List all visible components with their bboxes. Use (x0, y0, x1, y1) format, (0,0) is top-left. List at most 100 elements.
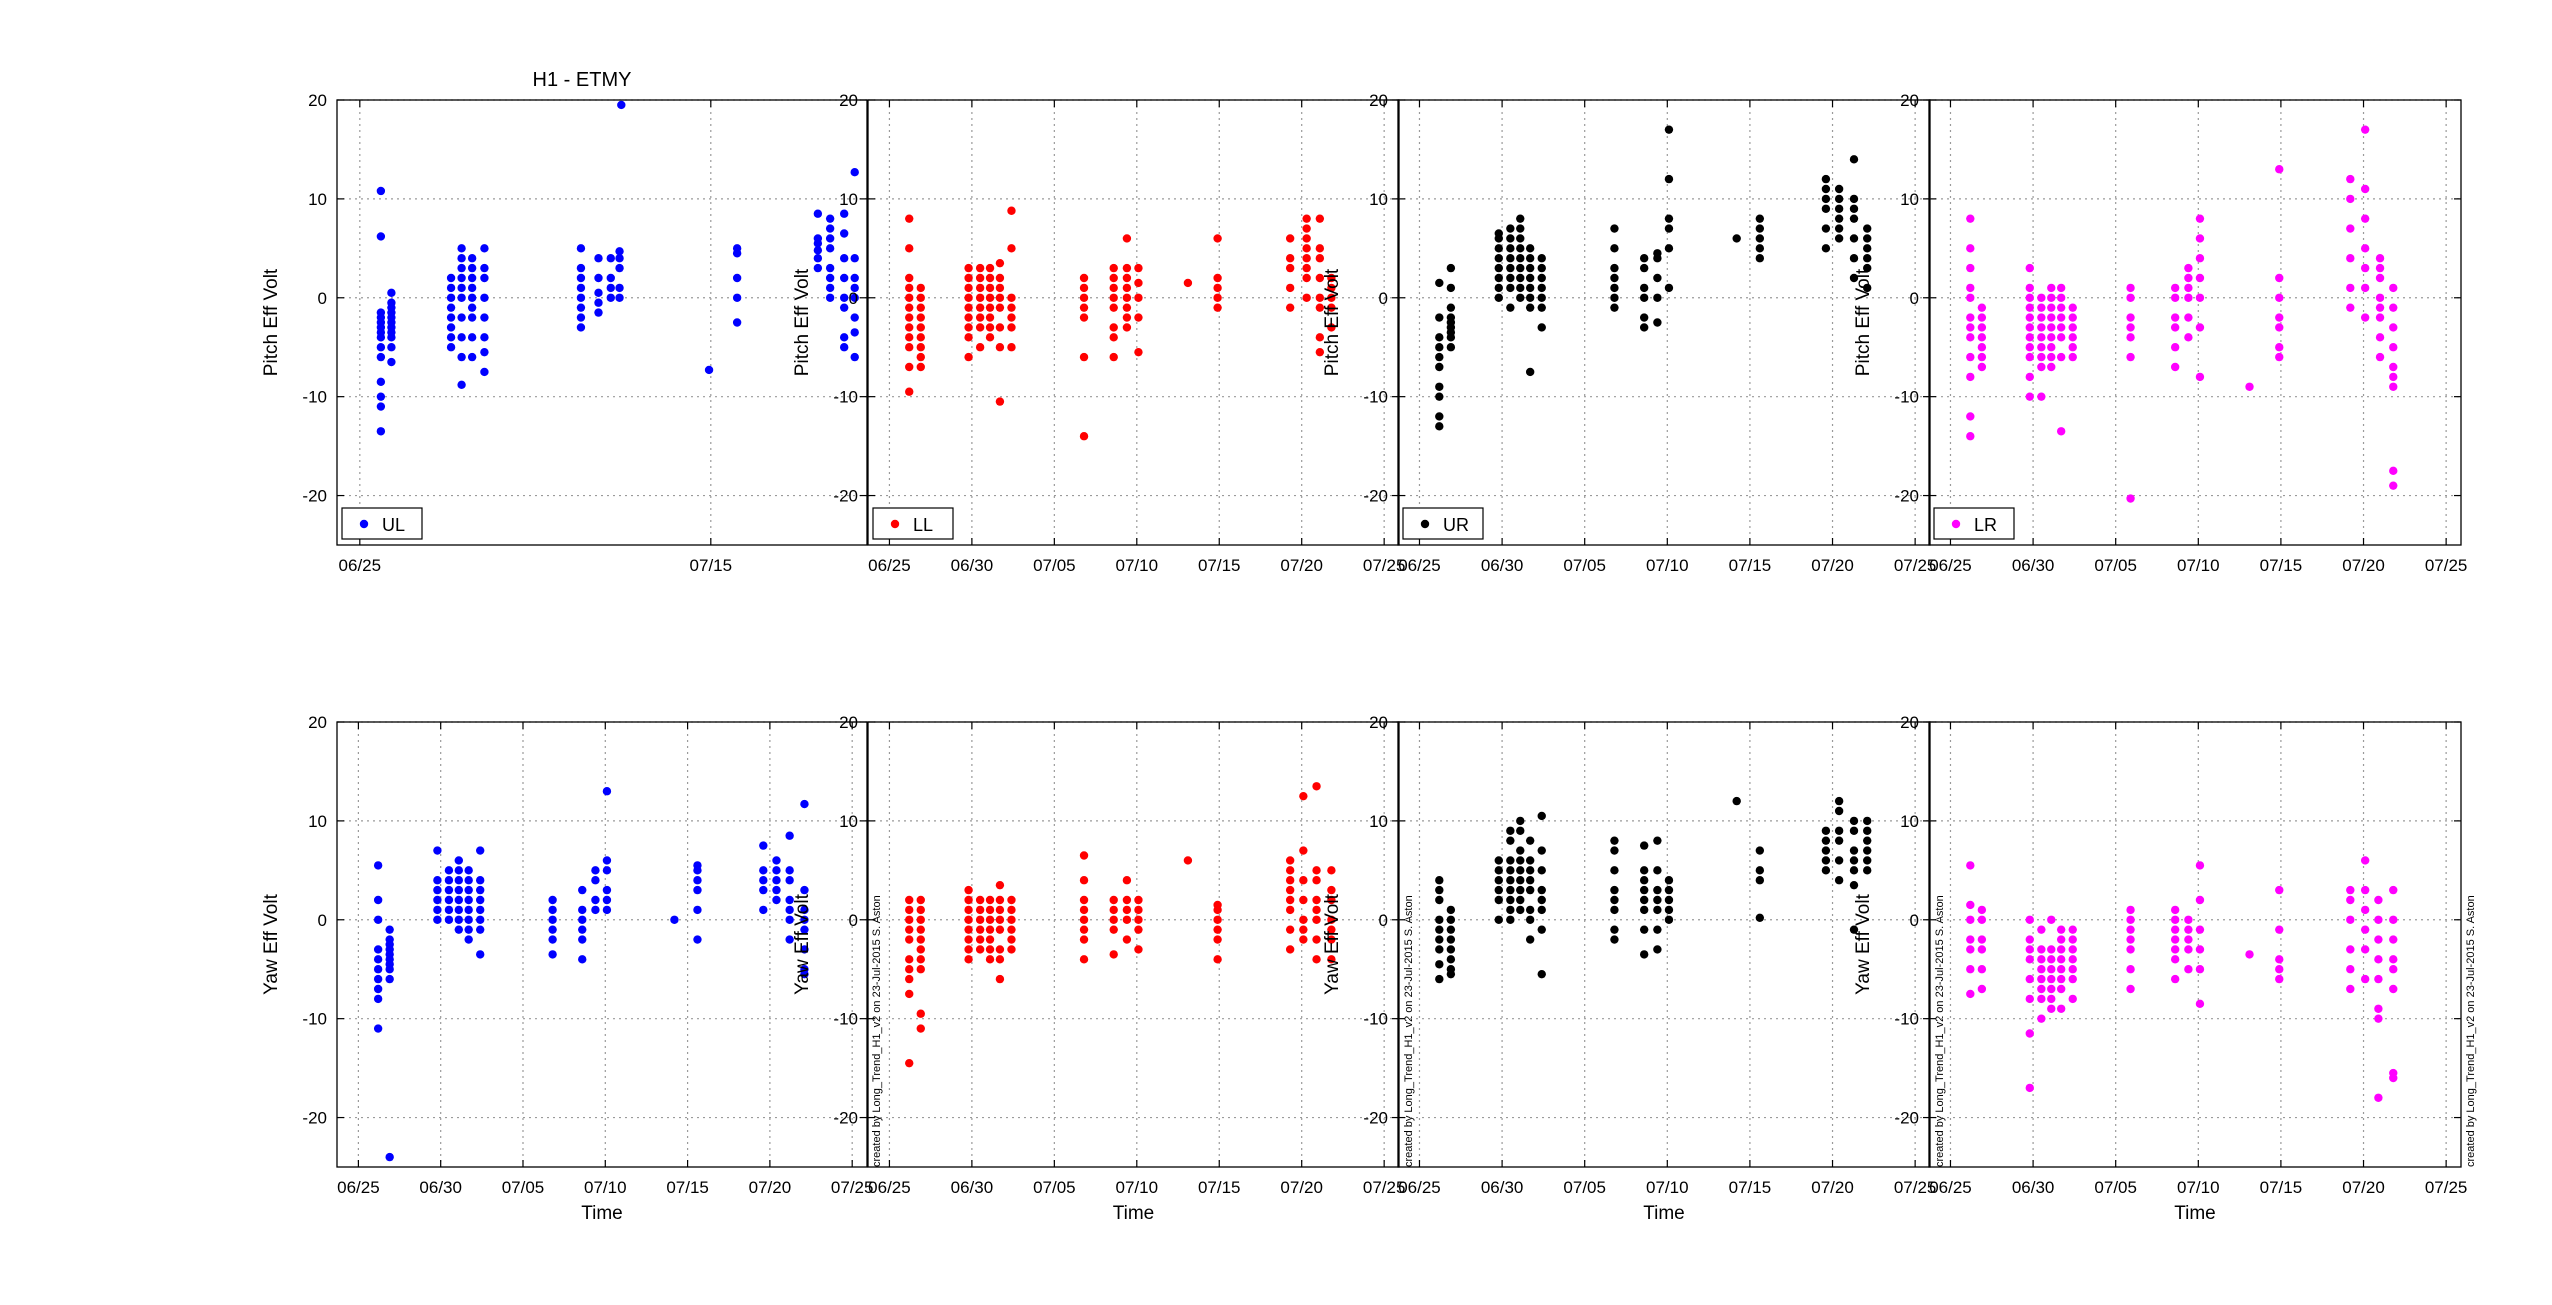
data-point (2037, 303, 2046, 312)
data-point (916, 935, 925, 944)
x-tick-label: 07/20 (1280, 556, 1323, 575)
data-point (1494, 283, 1503, 293)
x-tick-label: 06/25 (339, 556, 382, 575)
data-point (1285, 303, 1295, 312)
x-tick-label: 07/10 (1646, 1178, 1689, 1197)
data-point (1537, 969, 1546, 979)
legend-marker (1951, 519, 1961, 529)
data-point (464, 905, 473, 915)
x-tick-label: 07/25 (1894, 1178, 1937, 1197)
data-point (1122, 273, 1132, 283)
data-point (1834, 796, 1844, 806)
data-point (602, 885, 612, 895)
data-point (2389, 481, 2398, 490)
data-point (1610, 224, 1619, 233)
data-point (1834, 214, 1844, 223)
chart-panel-yaw-ll: 06/25 06/30 07/05 07/10 07/15 07/20 07/25 -20 -1… (792, 713, 1415, 1224)
data-point (1755, 244, 1765, 253)
data-point (839, 293, 849, 302)
data-point (1213, 283, 1222, 293)
data-point (1122, 263, 1132, 273)
data-point (480, 293, 489, 302)
data-point (1079, 915, 1089, 924)
data-point (985, 935, 995, 944)
y-axis-label: Yaw Eff Volt (792, 893, 813, 994)
data-point (1639, 323, 1649, 332)
data-point (606, 283, 615, 293)
data-point (916, 965, 925, 974)
data-point (2047, 283, 2056, 293)
data-point (1079, 905, 1089, 915)
data-point (385, 935, 394, 944)
x-tick-label: 07/05 (1033, 1178, 1076, 1197)
data-point (1664, 283, 1674, 293)
data-point (995, 905, 1005, 915)
data-point (1966, 861, 1975, 870)
data-point (2037, 362, 2046, 372)
y-tick-label: -10 (833, 388, 858, 407)
data-point (1977, 984, 1987, 994)
data-point (759, 905, 768, 915)
data-point (376, 343, 386, 352)
data-point (759, 866, 768, 875)
data-point (839, 333, 849, 342)
legend-label: UR (1443, 515, 1469, 535)
data-point (433, 876, 442, 885)
data-point (2126, 935, 2135, 944)
data-point (1299, 895, 1308, 905)
data-point (1007, 905, 1016, 915)
data-point (1435, 945, 1444, 954)
data-point (785, 831, 794, 840)
data-point (1109, 263, 1118, 273)
data-point (905, 333, 914, 342)
data-point (1494, 856, 1503, 865)
data-point (457, 254, 466, 263)
y-tick-label: -10 (833, 1010, 858, 1029)
data-point (1537, 283, 1546, 293)
data-point (2056, 352, 2066, 362)
y-axis-label: Pitch Eff Volt (1322, 268, 1343, 376)
data-point (1183, 856, 1193, 865)
data-point (1966, 412, 1975, 421)
data-point (1007, 925, 1016, 934)
data-point (1312, 895, 1321, 905)
data-point (975, 313, 985, 322)
data-point (772, 876, 781, 885)
data-point (1007, 206, 1016, 215)
data-point (905, 244, 914, 253)
x-tick-label: 06/25 (868, 1178, 911, 1197)
data-point (1122, 234, 1132, 243)
data-point (813, 209, 823, 218)
x-tick-label: 06/25 (1929, 1178, 1972, 1197)
data-point (576, 283, 586, 293)
x-tick-label: 07/15 (666, 1178, 709, 1197)
data-point (2375, 313, 2385, 322)
data-point (594, 254, 603, 263)
x-tick-label: 07/15 (1198, 556, 1241, 575)
data-point (1446, 303, 1456, 312)
data-point (1109, 905, 1118, 915)
data-point (2170, 925, 2180, 934)
axes-box (1928, 721, 2462, 1168)
data-point (594, 298, 603, 307)
x-tick-label: 06/25 (1398, 1178, 1441, 1197)
data-point (1849, 846, 1859, 855)
data-point (1639, 263, 1649, 273)
data-point (467, 263, 477, 273)
data-point (1966, 945, 1975, 954)
data-point (995, 343, 1005, 352)
data-point (759, 841, 768, 850)
x-tick-label: 07/15 (2260, 556, 2303, 575)
data-point (1109, 283, 1118, 293)
data-point (1435, 343, 1444, 352)
data-point (785, 935, 794, 944)
data-point (2360, 885, 2370, 895)
data-point (2170, 915, 2180, 924)
data-point (2126, 293, 2135, 302)
data-point (1494, 885, 1503, 895)
data-point (1610, 866, 1619, 875)
data-point (2184, 935, 2193, 944)
data-point (1525, 263, 1535, 273)
data-point (1506, 905, 1515, 915)
x-tick-label: 07/10 (2177, 1178, 2220, 1197)
